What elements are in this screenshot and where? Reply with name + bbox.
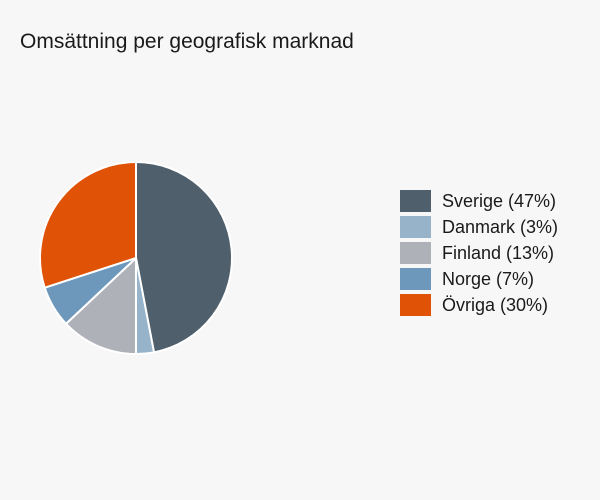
legend-swatch — [400, 216, 431, 238]
chart-title: Omsättning per geografisk marknad — [20, 30, 354, 53]
pie-slice-4 — [39, 161, 137, 289]
legend-swatch — [400, 268, 431, 290]
legend-label: Danmark (3%) — [442, 216, 559, 237]
legend-item-norge: Norge (7%) — [400, 266, 558, 292]
legend-label: Sverige (47%) — [442, 190, 557, 211]
legend-label: Finland (13%) — [442, 242, 555, 263]
legend-swatch — [400, 242, 431, 264]
pie-slice-2 — [65, 257, 137, 355]
legend-item-danmark: Danmark (3%) — [400, 214, 558, 240]
legend-label: Norge (7%) — [442, 268, 535, 289]
legend-swatch — [400, 294, 431, 316]
legend-label: Övriga (30%) — [442, 294, 549, 315]
legend-item-finland: Finland (13%) — [400, 240, 558, 266]
legend-item-sverige: Sverige (47%) — [400, 188, 558, 214]
legend-swatch — [400, 190, 431, 212]
chart-legend: Sverige (47%) Danmark (3%) Finland (13%)… — [400, 188, 558, 318]
legend-item-ovriga: Övriga (30%) — [400, 292, 558, 318]
pie-slice-0 — [135, 161, 233, 354]
